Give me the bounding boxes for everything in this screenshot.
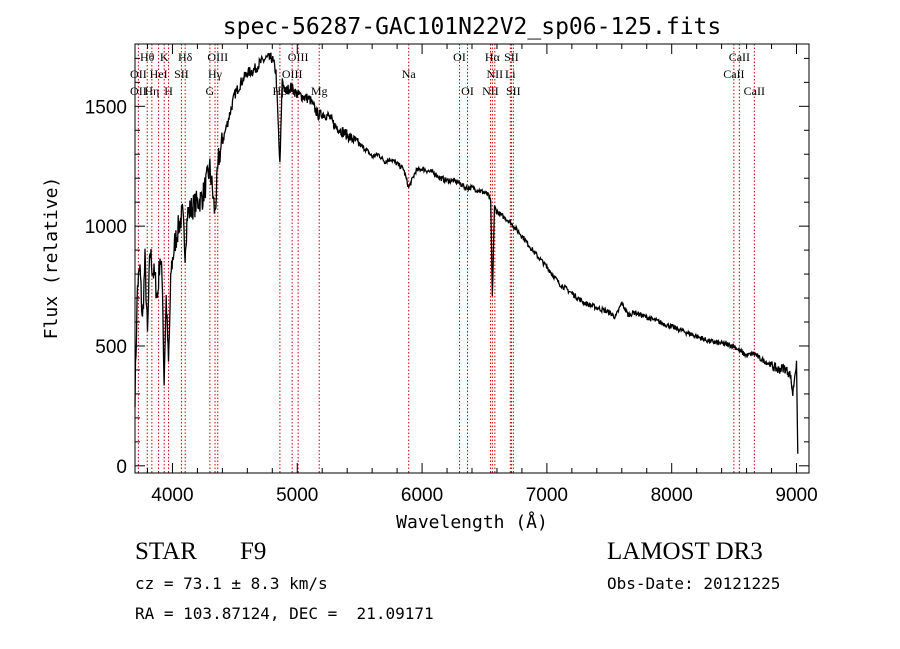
y-tick-label: 1000 [85,217,127,238]
y-tick-label: 0 [116,457,127,478]
ref-line-label: NII [482,84,499,98]
reference-lines [137,44,755,473]
ref-line-label: Hθ [140,50,155,64]
ref-line-label: Hα [485,50,501,64]
ref-line-label: OI [453,50,466,64]
obs-date: Obs-Date: 20121225 [607,574,781,593]
ref-line-label: K [160,50,169,64]
subclass: F9 [240,538,267,565]
ref-line-label: Mg [311,84,328,98]
ref-line-label: SII [506,84,521,98]
y-tick-label: 1500 [85,97,127,118]
y-tick-label: 500 [95,337,127,358]
ref-line-label: CaII [723,67,744,81]
ref-line-label: Hδ [178,50,193,64]
x-tick-label: 8000 [651,485,693,506]
ref-line-label: Hη [144,84,159,98]
ref-line-label: OII [130,84,147,98]
redshift: cz = 73.1 ± 8.3 km/s [135,574,328,593]
ref-line-label: OI [461,84,474,98]
ref-line-label: SII [504,50,519,64]
survey-name: LAMOST DR3 [607,538,763,565]
ref-line-label: HeI [150,67,168,81]
y-axis-label: Flux (relative) [41,177,62,340]
ref-line-label: OIII [288,50,309,64]
ref-line-label: G [206,84,215,98]
x-tick-label: 5000 [276,485,318,506]
coordinates: RA = 103.87124, DEC = 21.09171 [135,604,434,623]
x-tick-label: 4000 [151,485,193,506]
axis-ticks: 4000 5000 6000 7000 8000 9000 0 500 1000 1500 [85,44,818,506]
chart-title: spec-56287-GAC101N22V2_sp06-125.fits [223,14,722,40]
ref-line-label: OIII [207,50,228,64]
ref-line-label: Hγ [208,67,223,81]
ref-line-label: SII [174,67,189,81]
x-tick-label: 9000 [775,485,817,506]
spectrum-line [134,52,799,454]
ref-line-label: OII [130,67,147,81]
ref-line-label: Na [402,67,417,81]
object-class: STAR [135,538,197,565]
ref-line-label: OIII [282,67,303,81]
ref-line-label: CaII [729,50,750,64]
ref-line-label: Li [505,67,516,81]
plot-frame [134,43,810,474]
ref-line-label: CaII [744,84,765,98]
x-axis-label: Wavelength (Å) [396,511,548,533]
ref-line-label: H [164,84,173,98]
ref-line-label: NII [487,67,504,81]
x-tick-label: 6000 [401,485,443,506]
x-tick-label: 7000 [526,485,568,506]
